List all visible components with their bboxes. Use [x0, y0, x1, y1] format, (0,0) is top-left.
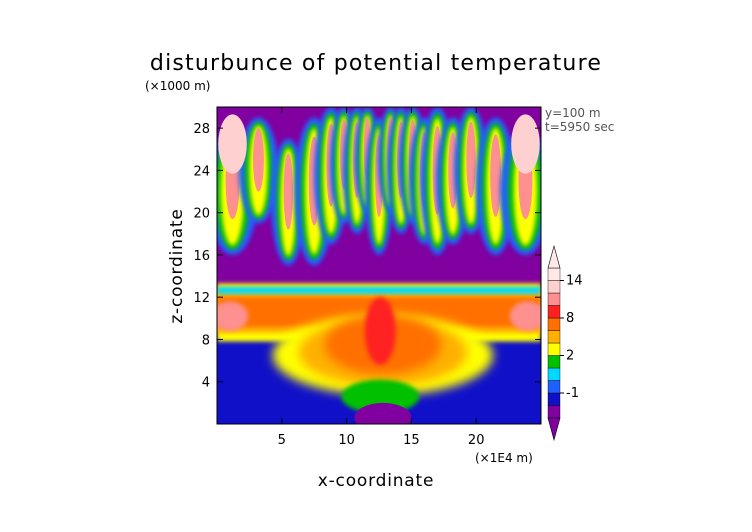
y-tick-label-2: 12 [193, 291, 210, 306]
colorbar-bin-5 [547, 342, 561, 356]
colorbar-bin-2 [547, 380, 561, 394]
filament-15-pink [466, 121, 476, 198]
x-tick-label-0: 5 [278, 433, 286, 448]
annotation-t: t=5950 sec [545, 120, 614, 134]
colorbar-bin-11 [547, 267, 561, 281]
plume-core [364, 297, 396, 365]
plot-field [217, 107, 541, 424]
band-edge-left [217, 301, 249, 332]
colorbar-bin-6 [547, 330, 561, 344]
colorbar-bin-9 [547, 292, 561, 306]
colorbar-extend-high [547, 244, 561, 269]
colorbar-label-2: 8 [566, 311, 574, 326]
corner-patch-right [511, 114, 540, 174]
x-unit-label: (×1E4 m) [475, 451, 533, 465]
y-unit-label: (×1000 m) [145, 79, 210, 93]
x-tick-label-2: 15 [403, 433, 420, 448]
filament-2-pink [283, 153, 293, 230]
surface-cold-pool [354, 402, 412, 424]
colorbar: -1 2 8 14 [547, 244, 583, 442]
x-tick-label-3: 20 [468, 433, 485, 448]
filament-1-pink [253, 128, 264, 192]
y-tick-label-1: 8 [202, 333, 210, 348]
y-tick-label-4: 20 [193, 207, 210, 222]
annotation-y: y=100 m [545, 106, 601, 120]
colorbar-label-1: 2 [566, 349, 574, 364]
y-axis-ticks: 4 8 12 16 20 24 28 [193, 122, 541, 391]
colorbar-extend-low [547, 417, 561, 442]
y-tick-label-0: 4 [202, 376, 210, 391]
colorbar-bin-3 [547, 367, 561, 381]
band-edge-right [509, 301, 541, 332]
colorbar-bin-4 [547, 355, 561, 369]
band-top-edge [217, 286, 541, 295]
x-tick-label-1: 10 [338, 433, 355, 448]
colorbar-bin-10 [547, 280, 561, 294]
colorbar-bin-0 [547, 405, 561, 419]
plume-green-base [341, 379, 420, 414]
colorbar-label-3: 14 [566, 274, 583, 289]
colorbar-label-0: -1 [566, 386, 579, 401]
y-tick-label-3: 16 [193, 249, 210, 264]
filament-16-pink [490, 134, 502, 217]
x-axis-ticks: 5 10 15 20 [278, 107, 485, 448]
y-tick-label-6: 28 [193, 122, 210, 137]
y-axis-label: z-coordinate [167, 208, 187, 323]
corner-patch-left [218, 114, 247, 174]
y-tick-label-5: 24 [193, 164, 210, 179]
colorbar-bin-7 [547, 317, 561, 331]
plot-frame [216, 106, 542, 425]
x-axis-label: x-coordinate [318, 471, 434, 491]
colorbar-bin-1 [547, 392, 561, 406]
chart-title: disturbunce of potential temperature [150, 51, 602, 76]
colorbar-bin-8 [547, 305, 561, 319]
